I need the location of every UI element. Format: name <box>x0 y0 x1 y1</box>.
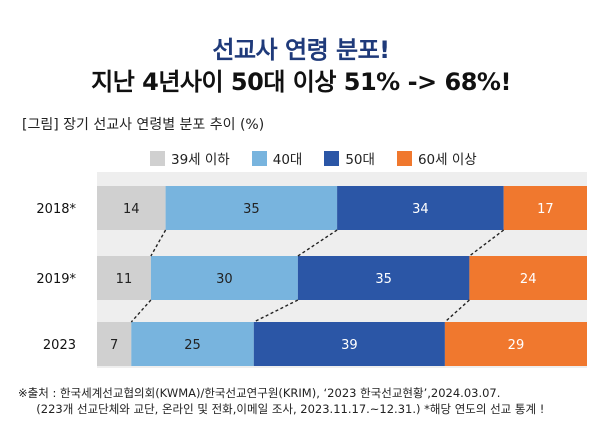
headline-line1: 선교사 연령 분포! <box>212 36 390 64</box>
data-label: 24 <box>520 272 537 287</box>
bar-segment <box>297 256 470 300</box>
bar-segment <box>253 322 445 366</box>
data-label: 34 <box>412 202 429 217</box>
bar-segment <box>469 256 587 300</box>
bar-segment <box>503 186 587 230</box>
bar-segment <box>337 186 504 230</box>
data-label: 14 <box>123 202 140 217</box>
data-label: 17 <box>537 202 554 217</box>
data-label: 29 <box>508 338 525 353</box>
legend-label: 40대 <box>272 152 303 168</box>
row-label: 2018* <box>36 202 76 217</box>
chart-subtitle: [그림] 장기 선교사 연령별 분포 추이 (%) <box>22 117 265 133</box>
data-label: 25 <box>184 338 201 353</box>
row-label: 2023 <box>43 338 76 353</box>
legend-swatch <box>396 150 412 166</box>
legend-item: 39세 이하 <box>150 148 230 168</box>
chart-legend: 39세 이하 40대 50대 60세 이상 <box>150 148 477 168</box>
connector-line <box>253 299 299 323</box>
bar-segment <box>150 256 298 300</box>
data-label: 35 <box>375 272 392 287</box>
data-label: 7 <box>110 338 118 353</box>
legend-swatch <box>251 150 267 166</box>
legend-item: 60세 이상 <box>396 148 477 168</box>
row-label: 2019* <box>36 272 76 287</box>
headline-line2: 지난 4년사이 50대 이상 51% -> 68%! <box>91 68 511 96</box>
footnote-line1: ※출처 : 한국세계선교협의회(KWMA)/한국선교연구원(KRIM), ‘20… <box>18 386 501 400</box>
connector-line <box>150 229 167 257</box>
legend-label: 50대 <box>345 152 375 168</box>
connector-line <box>297 229 338 257</box>
connector-line <box>130 299 152 323</box>
connector-line <box>468 229 505 257</box>
bar-segment <box>131 322 254 366</box>
bar-segment <box>97 256 151 300</box>
footnote-line2: (223개 선교단체와 교단, 온라인 및 전화,이메일 조사, 2023.11… <box>18 402 545 416</box>
legend-item: 40대 <box>251 148 303 168</box>
data-label: 35 <box>243 202 260 217</box>
bar-segment <box>444 322 587 366</box>
legend-swatch <box>150 150 165 166</box>
legend-label: 60세 이상 <box>417 152 477 168</box>
legend-item: 50대 <box>324 148 375 168</box>
bar-segment <box>97 322 132 366</box>
bar-segment <box>97 186 166 230</box>
data-label: 11 <box>116 272 133 287</box>
footnote: ※출처 : 한국세계선교협의회(KWMA)/한국선교연구원(KRIM), ‘20… <box>18 385 544 417</box>
legend-label: 39세 이하 <box>171 152 230 168</box>
data-label: 39 <box>341 338 358 353</box>
data-label: 30 <box>216 272 233 287</box>
bar-segment <box>165 186 338 230</box>
legend-swatch <box>324 150 340 166</box>
